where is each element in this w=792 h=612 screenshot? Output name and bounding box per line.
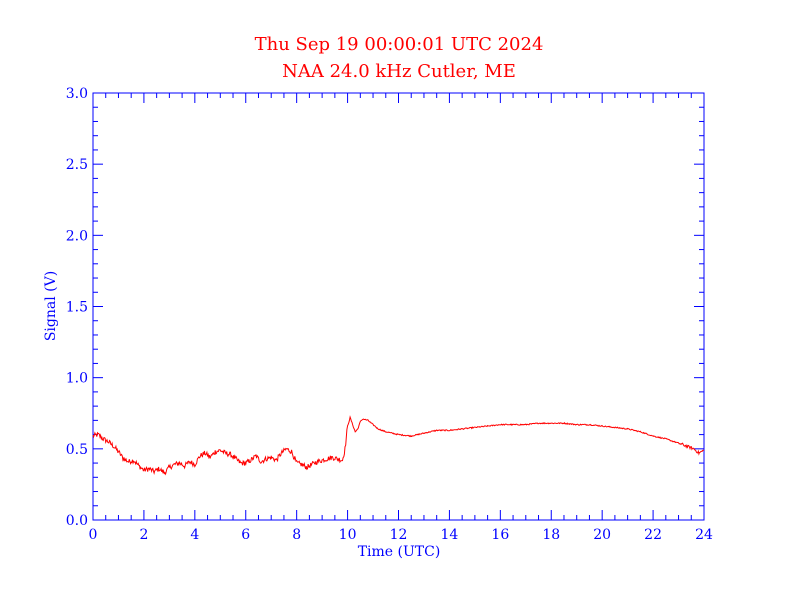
- x-tick-label: 20: [593, 527, 611, 543]
- x-tick-label: 2: [139, 527, 148, 543]
- x-tick-label: 16: [491, 527, 509, 543]
- y-axis-label: Signal (V): [43, 271, 59, 341]
- y-tick-label: 1.5: [66, 300, 88, 316]
- x-tick-label: 22: [644, 527, 662, 543]
- y-tick-labels: 0.0 0.5 1.0 1.5 2.0 2.5 3.0: [66, 86, 88, 529]
- y-tick-label: 1.0: [66, 371, 88, 387]
- x-tick-label: 18: [542, 527, 560, 543]
- x-axis-label: Time (UTC): [358, 544, 441, 560]
- y-tick-label: 0.5: [66, 442, 88, 458]
- x-tick-label: 6: [241, 527, 250, 543]
- chart-subtitle: NAA 24.0 kHz Cutler, ME: [282, 61, 516, 82]
- chart-title: Thu Sep 19 00:00:01 UTC 2024: [255, 34, 544, 55]
- axis-ticks: [92, 92, 705, 521]
- x-tick-label: 24: [695, 527, 713, 543]
- x-tick-labels: 0 2 4 6 8 10 12 14 16 18 20 22 24: [89, 527, 713, 543]
- x-tick-label: 4: [190, 527, 199, 543]
- y-tick-label: 3.0: [66, 86, 88, 102]
- x-tick-label: 12: [390, 527, 408, 543]
- x-tick-label: 14: [441, 527, 459, 543]
- y-tick-label: 2.0: [66, 228, 88, 244]
- y-tick-label: 2.5: [66, 157, 88, 173]
- y-tick-label: 0.0: [66, 513, 88, 529]
- x-tick-label: 8: [292, 527, 301, 543]
- plot-frame: [92, 92, 705, 521]
- x-tick-label: 10: [339, 527, 357, 543]
- x-tick-label: 0: [89, 527, 98, 543]
- signal-series-line: [92, 415, 705, 476]
